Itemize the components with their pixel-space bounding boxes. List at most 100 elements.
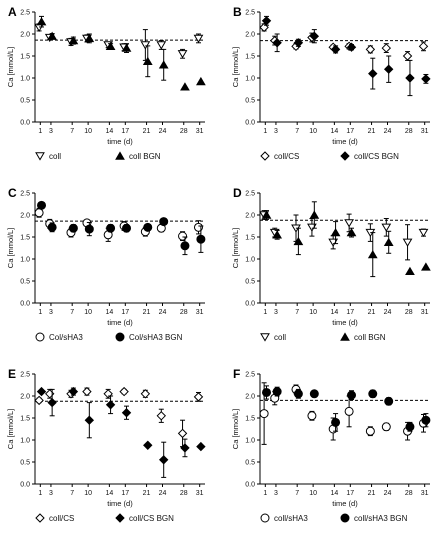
data-point (177, 428, 188, 439)
data-point (272, 38, 282, 48)
x-tick-label: 31 (196, 490, 204, 497)
y-tick-label: 2.0 (20, 213, 30, 220)
x-tick-label: 3 (49, 309, 53, 316)
x-axis-label: time (d) (332, 137, 358, 146)
legend-label: coll/CS BGN (129, 514, 174, 523)
data-point (272, 387, 282, 397)
data-point (156, 41, 167, 50)
y-tick-label: 1.0 (245, 76, 255, 83)
y-tick-label: 0.0 (245, 120, 255, 127)
data-point (421, 262, 431, 271)
data-point (293, 236, 304, 246)
data-point (34, 395, 44, 406)
legend-label: Col/sHA3 (49, 333, 83, 342)
x-tick-label: 21 (143, 490, 151, 497)
data-point (330, 44, 341, 55)
legend-marker (340, 151, 350, 161)
y-tick-label: 1.0 (20, 438, 30, 445)
data-point (158, 455, 169, 465)
legend-marker (35, 513, 45, 523)
x-axis-label: time (d) (332, 318, 358, 327)
data-point (84, 415, 95, 425)
data-point (381, 223, 392, 232)
x-tick-label: 7 (70, 128, 74, 135)
legend-label: coll/CS (49, 514, 74, 523)
x-tick-label: 17 (346, 309, 354, 316)
data-point (105, 41, 116, 51)
y-tick-label: 2.0 (245, 394, 255, 401)
x-tick-label: 31 (196, 128, 204, 135)
data-point (143, 440, 153, 450)
x-tick-label: 10 (309, 128, 317, 135)
x-axis-label: time (d) (107, 318, 133, 327)
y-tick-label: 0.5 (245, 98, 255, 105)
y-tick-label: 2.0 (245, 213, 255, 220)
data-point (293, 389, 303, 399)
legend-label: coll/CS BGN (354, 152, 399, 161)
legend-label: coll BGN (354, 333, 386, 342)
legend-label: coll/sHA3 (274, 514, 308, 523)
x-tick-label: 24 (159, 309, 167, 316)
data-point (272, 230, 283, 239)
x-tick-label: 17 (346, 128, 354, 135)
y-axis-label: Ca [mmol/L] (231, 47, 240, 87)
x-tick-label: 31 (196, 309, 204, 316)
x-tick-label: 28 (405, 309, 413, 316)
data-point (47, 31, 58, 40)
y-tick-label: 1.5 (20, 416, 30, 423)
x-tick-label: 3 (49, 128, 53, 135)
x-tick-label: 3 (49, 490, 53, 497)
data-point (405, 422, 415, 432)
x-tick-label: 1 (263, 128, 267, 135)
panel-label: C (8, 186, 17, 200)
data-point (122, 223, 132, 233)
y-tick-label: 1.5 (245, 416, 255, 423)
y-tick-label: 2.5 (245, 372, 255, 379)
x-axis-label: time (d) (107, 499, 133, 508)
x-tick-label: 21 (143, 309, 151, 316)
data-point (47, 397, 57, 408)
legend-marker (260, 333, 270, 342)
y-axis-label: Ca [mmol/L] (231, 409, 240, 449)
data-point (196, 76, 206, 86)
legend-marker (115, 513, 125, 523)
y-tick-label: 0.0 (20, 482, 30, 489)
legend-marker (340, 513, 350, 523)
chart-panel-f: F 0.0 0.5 1.0 1.5 2.0 2.5 1 3 7 10 14 17 21 24 28 31 Ca [… (231, 367, 431, 523)
legend-marker (35, 152, 45, 161)
data-point (180, 443, 190, 453)
x-tick-label: 1 (38, 490, 42, 497)
y-tick-label: 1.0 (245, 257, 255, 264)
x-tick-label: 3 (274, 128, 278, 135)
x-tick-label: 7 (295, 309, 299, 316)
data-point (347, 390, 357, 400)
x-tick-label: 21 (368, 128, 376, 135)
y-tick-label: 2.0 (20, 394, 30, 401)
data-point (421, 74, 431, 84)
x-tick-label: 31 (421, 128, 429, 135)
data-point (68, 386, 79, 397)
x-tick-label: 14 (330, 128, 338, 135)
data-point (418, 41, 429, 52)
legend-marker (35, 332, 45, 342)
legend-label: coll BGN (129, 152, 161, 161)
data-point (84, 224, 94, 234)
data-point (196, 441, 206, 452)
y-tick-label: 1.5 (20, 235, 30, 242)
data-point (344, 219, 354, 228)
y-tick-label: 0.5 (245, 279, 255, 286)
x-tick-label: 14 (105, 309, 113, 316)
y-tick-label: 0.0 (20, 301, 30, 308)
x-tick-label: 10 (84, 490, 92, 497)
x-tick-label: 28 (405, 490, 413, 497)
x-tick-label: 24 (159, 490, 167, 497)
y-tick-label: 0.5 (20, 279, 30, 286)
x-tick-label: 1 (263, 490, 267, 497)
data-point (105, 400, 116, 410)
data-point (140, 389, 151, 399)
x-tick-label: 28 (405, 128, 413, 135)
data-point (367, 250, 378, 259)
data-point (309, 389, 319, 399)
data-point (180, 82, 190, 91)
data-point (37, 200, 47, 210)
